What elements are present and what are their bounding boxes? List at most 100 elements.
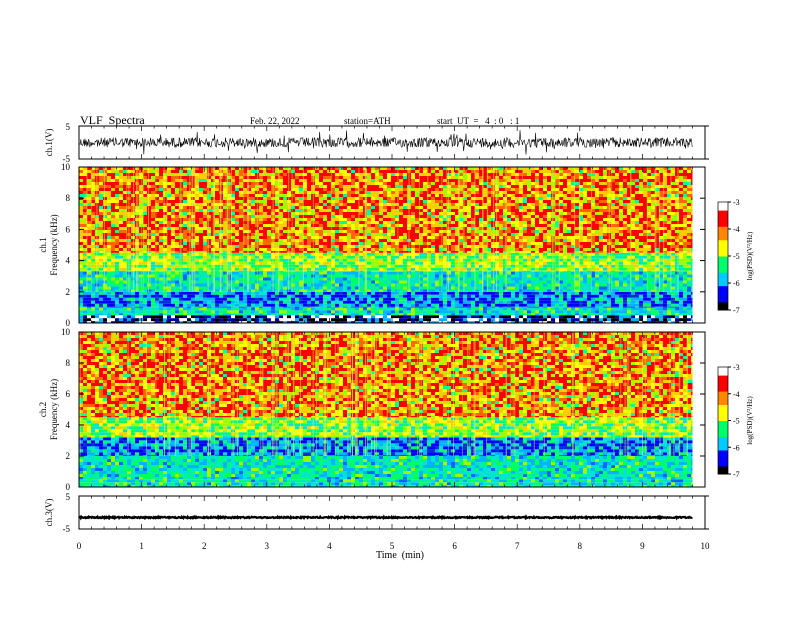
spectrogram-cell: [363, 318, 367, 321]
spectrogram-cell: [551, 310, 555, 313]
spectrogram-cell: [443, 315, 447, 318]
spectrogram-cell: [571, 310, 575, 313]
spectrogram-cell: [371, 182, 375, 185]
spectrogram-cell: [635, 275, 639, 278]
spectrogram-cell: [431, 315, 435, 318]
spectrogram-cell: [203, 301, 207, 304]
spectrogram-cell: [323, 259, 327, 262]
spectrogram-cell: [315, 265, 319, 268]
spectrogram-cell: [675, 298, 679, 301]
spectrogram-cell: [175, 256, 179, 259]
spectrogram-cell: [267, 275, 271, 278]
spectrogram-cell: [155, 301, 159, 304]
spectrogram-cell: [555, 307, 559, 310]
spectrogram-cell: [379, 290, 383, 292]
spectrogram-cell: [423, 268, 427, 271]
spectrogram-cell: [439, 179, 443, 182]
spectrogram-cell: [367, 284, 371, 287]
spectrogram-cell: [263, 268, 267, 271]
spectrogram-cell: [323, 295, 327, 298]
spectrogram-cell: [239, 271, 243, 272]
spectrogram-cell: [387, 278, 391, 281]
spectrogram-cell: [387, 173, 391, 176]
spectrogram-cell: [535, 176, 539, 179]
spectrogram-cell: [687, 310, 691, 313]
spectrogram-cell: [379, 253, 383, 256]
spectrogram-cell: [343, 275, 347, 278]
spectrogram-cell: [459, 313, 463, 315]
spectrogram-cell: [403, 287, 407, 290]
spectrogram-cell: [219, 307, 223, 308]
spectrogram-cell: [215, 268, 219, 271]
spectrogram-cell: [519, 301, 523, 304]
spectrogram-cell: [399, 292, 403, 295]
spectrogram-cell: [659, 315, 663, 318]
spectrogram-cell: [527, 262, 531, 265]
spectrogram-cell: [103, 318, 107, 321]
spectrogram-cell: [119, 253, 123, 256]
spectrogram-cell: [451, 176, 455, 179]
spectrogram-cell: [527, 281, 531, 284]
spectrogram-cell: [211, 304, 215, 307]
spectrogram-cell: [203, 287, 207, 290]
spectrogram-cell: [523, 295, 527, 298]
spectrogram-cell: [347, 275, 351, 278]
spectrogram-cell: [347, 272, 351, 275]
spectrogram-cell: [367, 262, 371, 265]
spectrogram-cell: [387, 271, 391, 272]
spectrogram-cell: [567, 262, 571, 265]
spectrogram-cell: [359, 179, 363, 182]
spectrogram-cell: [327, 179, 331, 182]
spectrogram-cell: [355, 307, 359, 308]
spectrogram-cell: [335, 176, 339, 179]
spectrogram-cell: [263, 271, 267, 272]
spectrogram-cell: [431, 182, 435, 185]
spectrogram-cell: [235, 295, 239, 298]
spectrogram-cell: [79, 315, 83, 318]
spectrogram-cell: [523, 292, 527, 295]
spectrogram-cell: [543, 265, 547, 268]
spectrogram-cell: [131, 307, 135, 310]
spectrogram-cell: [599, 290, 603, 292]
spectrogram-cell: [171, 173, 175, 176]
spectrogram-cell: [207, 304, 211, 307]
spectrogram-cell: [123, 295, 127, 298]
spectrogram-cell: [175, 281, 179, 284]
spectrogram-cell: [511, 304, 515, 307]
spectrogram-cell: [507, 278, 511, 281]
spectrogram-cell: [467, 256, 471, 259]
spectrogram-cell: [359, 173, 363, 176]
spectrogram-cell: [159, 271, 163, 272]
spectrogram-cell: [343, 176, 347, 179]
spectrogram-cell: [339, 284, 343, 287]
spectrogram-cell: [567, 298, 571, 301]
spectrogram-cell: [251, 292, 255, 295]
spectrogram-cell: [295, 304, 299, 307]
spectrogram-cell: [151, 313, 155, 315]
spectrogram-cell: [639, 284, 643, 287]
spectrogram-cell: [299, 176, 303, 179]
spectrogram-cell: [195, 271, 199, 272]
spectrogram-cell: [583, 304, 587, 307]
spectrogram-cell: [671, 292, 675, 295]
spectrogram-cell: [283, 275, 287, 278]
spectrogram-cell: [603, 259, 607, 262]
spectrogram-cell: [247, 307, 251, 310]
spectrogram-cell: [351, 313, 355, 315]
spectrogram-cell: [591, 292, 595, 295]
spectrogram-cell: [491, 262, 495, 265]
spectrogram-cell: [415, 287, 419, 290]
spectrogram-cell: [531, 271, 535, 272]
spectrogram-cell: [199, 176, 203, 179]
spectrogram-cell: [475, 313, 479, 315]
spectrogram-cell: [111, 290, 115, 292]
spectrogram-cell: [79, 304, 83, 307]
spectrogram-cell: [311, 313, 315, 315]
spectrogram-cell: [563, 290, 567, 292]
spectrogram-cell: [339, 295, 343, 298]
spectrogram-cell: [671, 281, 675, 284]
spectrogram-cell: [687, 176, 691, 179]
spectrogram-cell: [511, 259, 515, 262]
spectrogram-cell: [655, 295, 659, 298]
spectrogram-cell: [287, 318, 291, 321]
